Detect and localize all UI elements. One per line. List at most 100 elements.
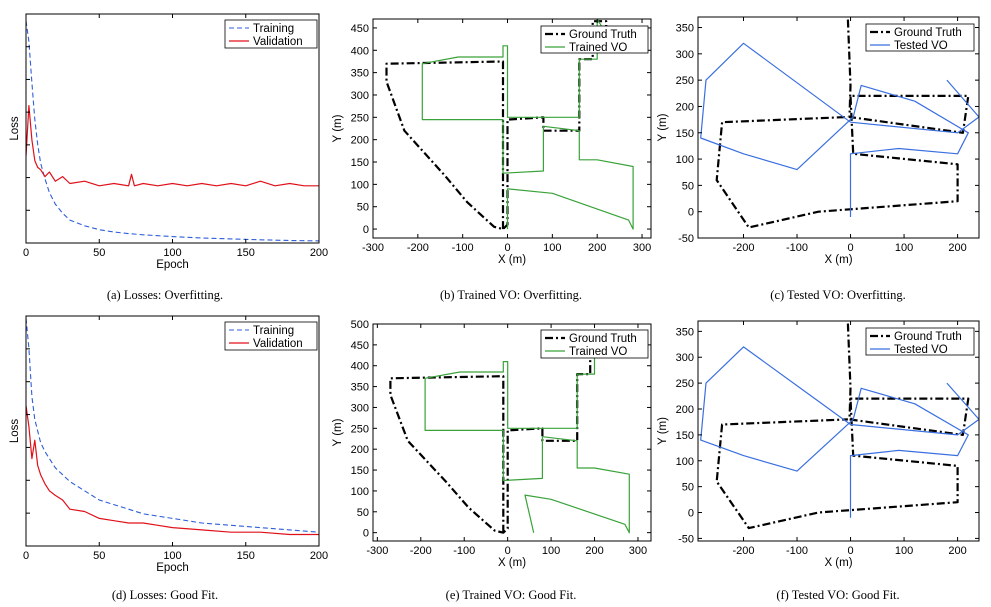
x-tick-label: -200 [732, 242, 754, 254]
x-tick-label: 200 [585, 545, 603, 557]
series-line-training [26, 20, 319, 242]
legend-box [865, 327, 975, 356]
x-tick-label: 100 [895, 545, 913, 557]
series-line-ground-truth [389, 337, 605, 534]
y-tick-label: 450 [351, 23, 369, 35]
x-axis-label: Epoch [156, 562, 189, 574]
y-axis-label: Y (m) [657, 113, 669, 141]
y-tick-label: 50 [357, 202, 369, 214]
y-tick-label: 100 [351, 486, 369, 498]
x-axis-label: X (m) [498, 557, 526, 569]
legend-box [865, 23, 975, 52]
x-tick-label: 50 [93, 550, 105, 562]
y-tick-label: 250 [676, 378, 694, 390]
plot-frame [697, 16, 980, 239]
x-axis-label: X (m) [824, 254, 852, 266]
x-tick-label: -200 [732, 545, 754, 557]
x-tick-label: 200 [588, 242, 606, 254]
x-tick-label: 0 [847, 545, 853, 557]
series-line-training [26, 318, 319, 533]
plot-frame [25, 315, 320, 547]
caption-e: (e) Trained VO: Good Fit. [446, 588, 577, 602]
y-tick-label: 250 [676, 75, 694, 87]
series-line-trained-vo [424, 335, 630, 534]
x-tick-label: -100 [452, 242, 474, 254]
y-tick-label: 250 [351, 112, 369, 124]
y-tick-label: 100 [676, 154, 694, 166]
y-tick-label: 300 [351, 90, 369, 102]
y-tick-label: 50 [357, 507, 369, 519]
y-tick-label: 200 [351, 444, 369, 456]
legend-label: Training [253, 23, 294, 35]
x-tick-label: 100 [543, 242, 561, 254]
series-line-ground-truth [715, 323, 970, 530]
y-tick-label: 400 [351, 45, 369, 57]
y-tick-label: 300 [351, 402, 369, 414]
series-line-ground-truth [715, 19, 970, 229]
x-tick-label: -100 [453, 545, 475, 557]
y-axis-label: Y (m) [332, 418, 344, 446]
y-tick-label: 50 [682, 180, 694, 192]
x-tick-label: 300 [629, 545, 647, 557]
legend-label: Ground Truth [894, 331, 962, 343]
y-tick-label: 100 [351, 179, 369, 191]
plot-frame [372, 323, 652, 542]
legend-label: Trained VO [569, 346, 627, 358]
plot-frame [372, 18, 652, 239]
x-axis-label: Epoch [156, 259, 189, 271]
legend-label: Validation [253, 36, 303, 48]
legend-box [540, 25, 649, 54]
y-tick-label: 250 [351, 423, 369, 435]
y-tick-label: 50 [682, 482, 694, 494]
y-tick-label: 300 [676, 49, 694, 61]
x-tick-label: -300 [366, 545, 388, 557]
x-tick-label: 0 [23, 247, 29, 259]
y-axis-label: Loss [9, 116, 21, 141]
series-line-validation [26, 405, 319, 536]
x-tick-label: -200 [407, 242, 429, 254]
series-line-trained-vo [421, 19, 634, 230]
legend-box [224, 19, 318, 49]
y-tick-label: 0 [688, 207, 694, 219]
x-tick-label: 300 [633, 242, 651, 254]
x-tick-label: 50 [93, 247, 105, 259]
legend-label: Trained VO [569, 42, 627, 54]
y-tick-label: 500 [351, 319, 369, 331]
x-tick-label: 150 [237, 247, 255, 259]
caption-a: (a) Losses: Overfitting. [107, 288, 223, 302]
y-tick-label: 350 [676, 326, 694, 338]
y-axis-label: Y (m) [332, 114, 344, 142]
x-tick-label: -100 [786, 242, 808, 254]
caption-c: (c) Tested VO: Overfitting. [770, 288, 905, 302]
y-tick-label: 350 [676, 23, 694, 35]
x-tick-label: 200 [948, 545, 966, 557]
x-tick-label: 100 [895, 242, 913, 254]
y-tick-label: 0 [688, 508, 694, 520]
y-tick-label: 150 [351, 465, 369, 477]
x-tick-label: 0 [23, 550, 29, 562]
legend-box [540, 329, 649, 359]
panel-f: -200 -100 0 100 200 -50 0 50 100 150 200 250 300 350 X… [657, 320, 980, 569]
x-tick-label: 200 [310, 550, 328, 562]
caption-d: (d) Losses: Good Fit. [112, 588, 218, 602]
caption-f: (f) Tested VO: Good Fit. [776, 588, 899, 602]
legend-label: Tested VO [894, 344, 948, 356]
x-tick-label: 0 [847, 242, 853, 254]
y-tick-label: 200 [676, 404, 694, 416]
y-tick-label: 150 [676, 430, 694, 442]
x-axis-label: X (m) [824, 557, 852, 569]
y-tick-label: 150 [351, 157, 369, 169]
x-tick-label: -300 [362, 242, 384, 254]
x-tick-label: 100 [542, 545, 560, 557]
legend-label: Ground Truth [569, 333, 637, 345]
panel-e: -300 -200 -100 0 100 200 300 0 50 100 150 200 250 300… [332, 319, 652, 569]
x-axis-label: X (m) [498, 254, 526, 266]
y-tick-label: -50 [678, 533, 694, 545]
